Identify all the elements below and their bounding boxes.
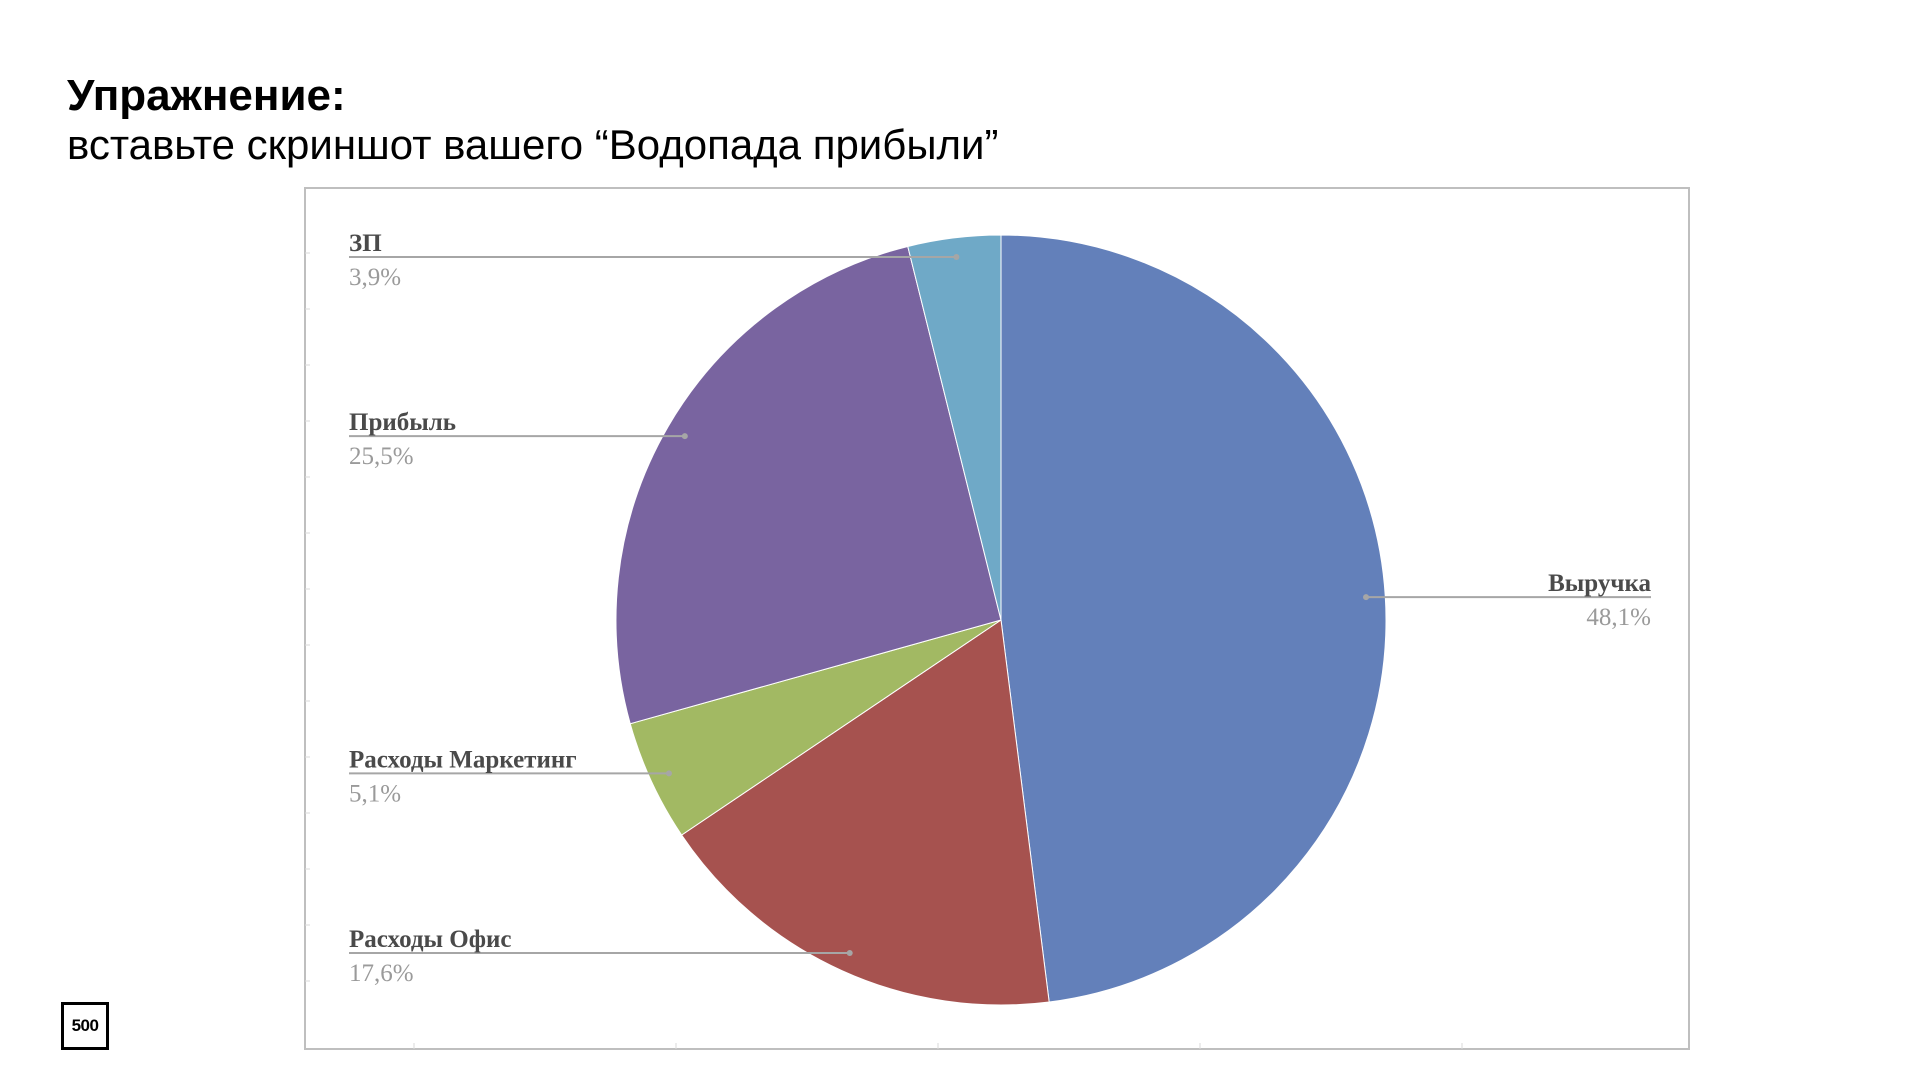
data-label-value-прибыль: 25,5% bbox=[349, 443, 414, 470]
pie-data-labels: Выручка 48,1% Расходы Офис 17,6% Расходы Мар… bbox=[349, 230, 1651, 987]
slide-title: Упражнение: bbox=[67, 71, 346, 120]
data-label-value-расходы-офис: 17,6% bbox=[349, 960, 414, 987]
data-label-value-зп: 3,9% bbox=[349, 264, 401, 291]
pie-slice-прибыль bbox=[615, 245, 1002, 725]
pie-slice-выручка bbox=[1000, 234, 1387, 1003]
pie-chart-svg: Выручка 48,1% Расходы Офис 17,6% Расходы Мар… bbox=[304, 187, 1690, 1050]
leader-dot-зп bbox=[953, 253, 960, 260]
leader-dot-расходы-маркетинг bbox=[665, 770, 672, 777]
pie-leader-lines bbox=[349, 253, 1651, 957]
leader-dot-прибыль bbox=[681, 433, 688, 440]
data-label-name-прибыль: Прибыль bbox=[349, 409, 456, 436]
data-label-name-расходы-офис: Расходы Офис bbox=[349, 926, 512, 953]
pie-chart: Выручка 48,1% Расходы Офис 17,6% Расходы Мар… bbox=[304, 187, 1690, 1050]
slide-subtitle: вставьте скриншот вашего “Водопада прибы… bbox=[67, 121, 999, 168]
data-label-value-расходы-маркетинг: 5,1% bbox=[349, 780, 401, 807]
pie-slices bbox=[615, 234, 1387, 1006]
data-label-name-выручка: Выручка bbox=[1548, 570, 1651, 597]
chart-frame-ticks bbox=[305, 252, 1463, 1049]
data-label-name-зп: ЗП bbox=[349, 230, 382, 257]
data-label-value-выручка: 48,1% bbox=[1586, 604, 1651, 631]
brand-logo: 500 bbox=[61, 1002, 109, 1050]
leader-dot-выручка bbox=[1363, 594, 1370, 601]
pie-slice-расходы-офис bbox=[680, 619, 1050, 1006]
leader-dot-расходы-офис bbox=[846, 950, 853, 957]
brand-logo-text: 500 bbox=[71, 1016, 99, 1035]
pie-slice-зп bbox=[907, 234, 1002, 621]
data-label-name-расходы-маркетинг: Расходы Маркетинг bbox=[349, 746, 577, 773]
